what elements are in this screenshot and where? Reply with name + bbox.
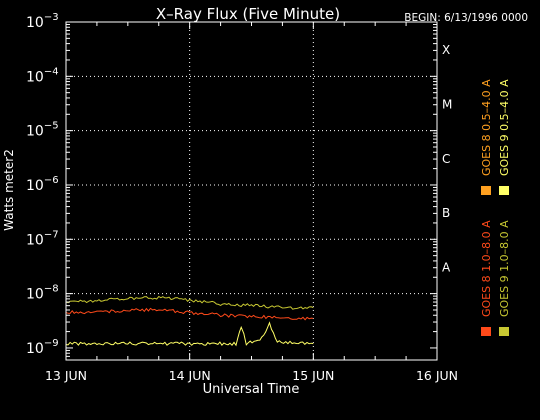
series-line xyxy=(65,307,314,321)
x-tick-label: 16 JUN xyxy=(416,368,458,383)
legend-label: GOES 9 0.5–4.0 A xyxy=(498,79,511,176)
y-tick-label: 10−3 xyxy=(26,12,59,31)
legend-label: GOES 8 0.5–4.0 A xyxy=(480,79,493,176)
series-line xyxy=(65,295,314,310)
legend-swatch xyxy=(499,327,509,336)
flare-class-label: X xyxy=(442,43,450,57)
legend-swatch xyxy=(481,186,491,195)
data-series xyxy=(65,295,314,347)
y-tick-label: 10−4 xyxy=(26,66,59,85)
legend-swatch xyxy=(481,327,491,336)
grid-lines xyxy=(66,22,437,360)
y-tick-label: 10−9 xyxy=(26,338,59,357)
flare-class-labels: A B C M X xyxy=(442,43,452,274)
flare-class-label: C xyxy=(442,152,450,166)
y-tick-label: 10−6 xyxy=(26,175,59,194)
y-axis-ticks: 10−9 10−8 10−7 10−6 10−5 10−4 10−3 xyxy=(26,12,437,361)
x-tick-label: 14 JUN xyxy=(169,368,211,383)
series-line xyxy=(65,321,314,347)
y-tick-label: 10−5 xyxy=(26,121,59,140)
legend-label: GOES 8 1.0–8.0 A xyxy=(480,220,493,317)
flare-class-label: A xyxy=(442,260,451,274)
flare-class-label: M xyxy=(442,97,452,111)
flare-class-label: B xyxy=(442,206,450,220)
x-axis-ticks: 13 JUN 14 JUN 15 JUN 16 JUN xyxy=(45,22,458,383)
legend-label: GOES 9 1.0–8.0 A xyxy=(498,220,511,317)
y-tick-label: 10−7 xyxy=(26,229,59,248)
y-axis-label: Watts meter2 xyxy=(2,149,16,231)
x-tick-label: 13 JUN xyxy=(45,368,87,383)
chart-title: X–Ray Flux (Five Minute) xyxy=(156,5,340,23)
plot-frame xyxy=(65,21,438,361)
legend: GOES 8 1.0–8.0 A GOES 8 0.5–4.0 A GOES 9 1… xyxy=(480,79,511,336)
x-axis-label: Universal Time xyxy=(203,382,300,397)
begin-date: BEGIN: 6/13/1996 0000 xyxy=(404,12,528,24)
y-tick-label: 10−8 xyxy=(26,284,59,303)
legend-swatch xyxy=(499,186,509,195)
x-tick-label: 15 JUN xyxy=(292,368,334,383)
